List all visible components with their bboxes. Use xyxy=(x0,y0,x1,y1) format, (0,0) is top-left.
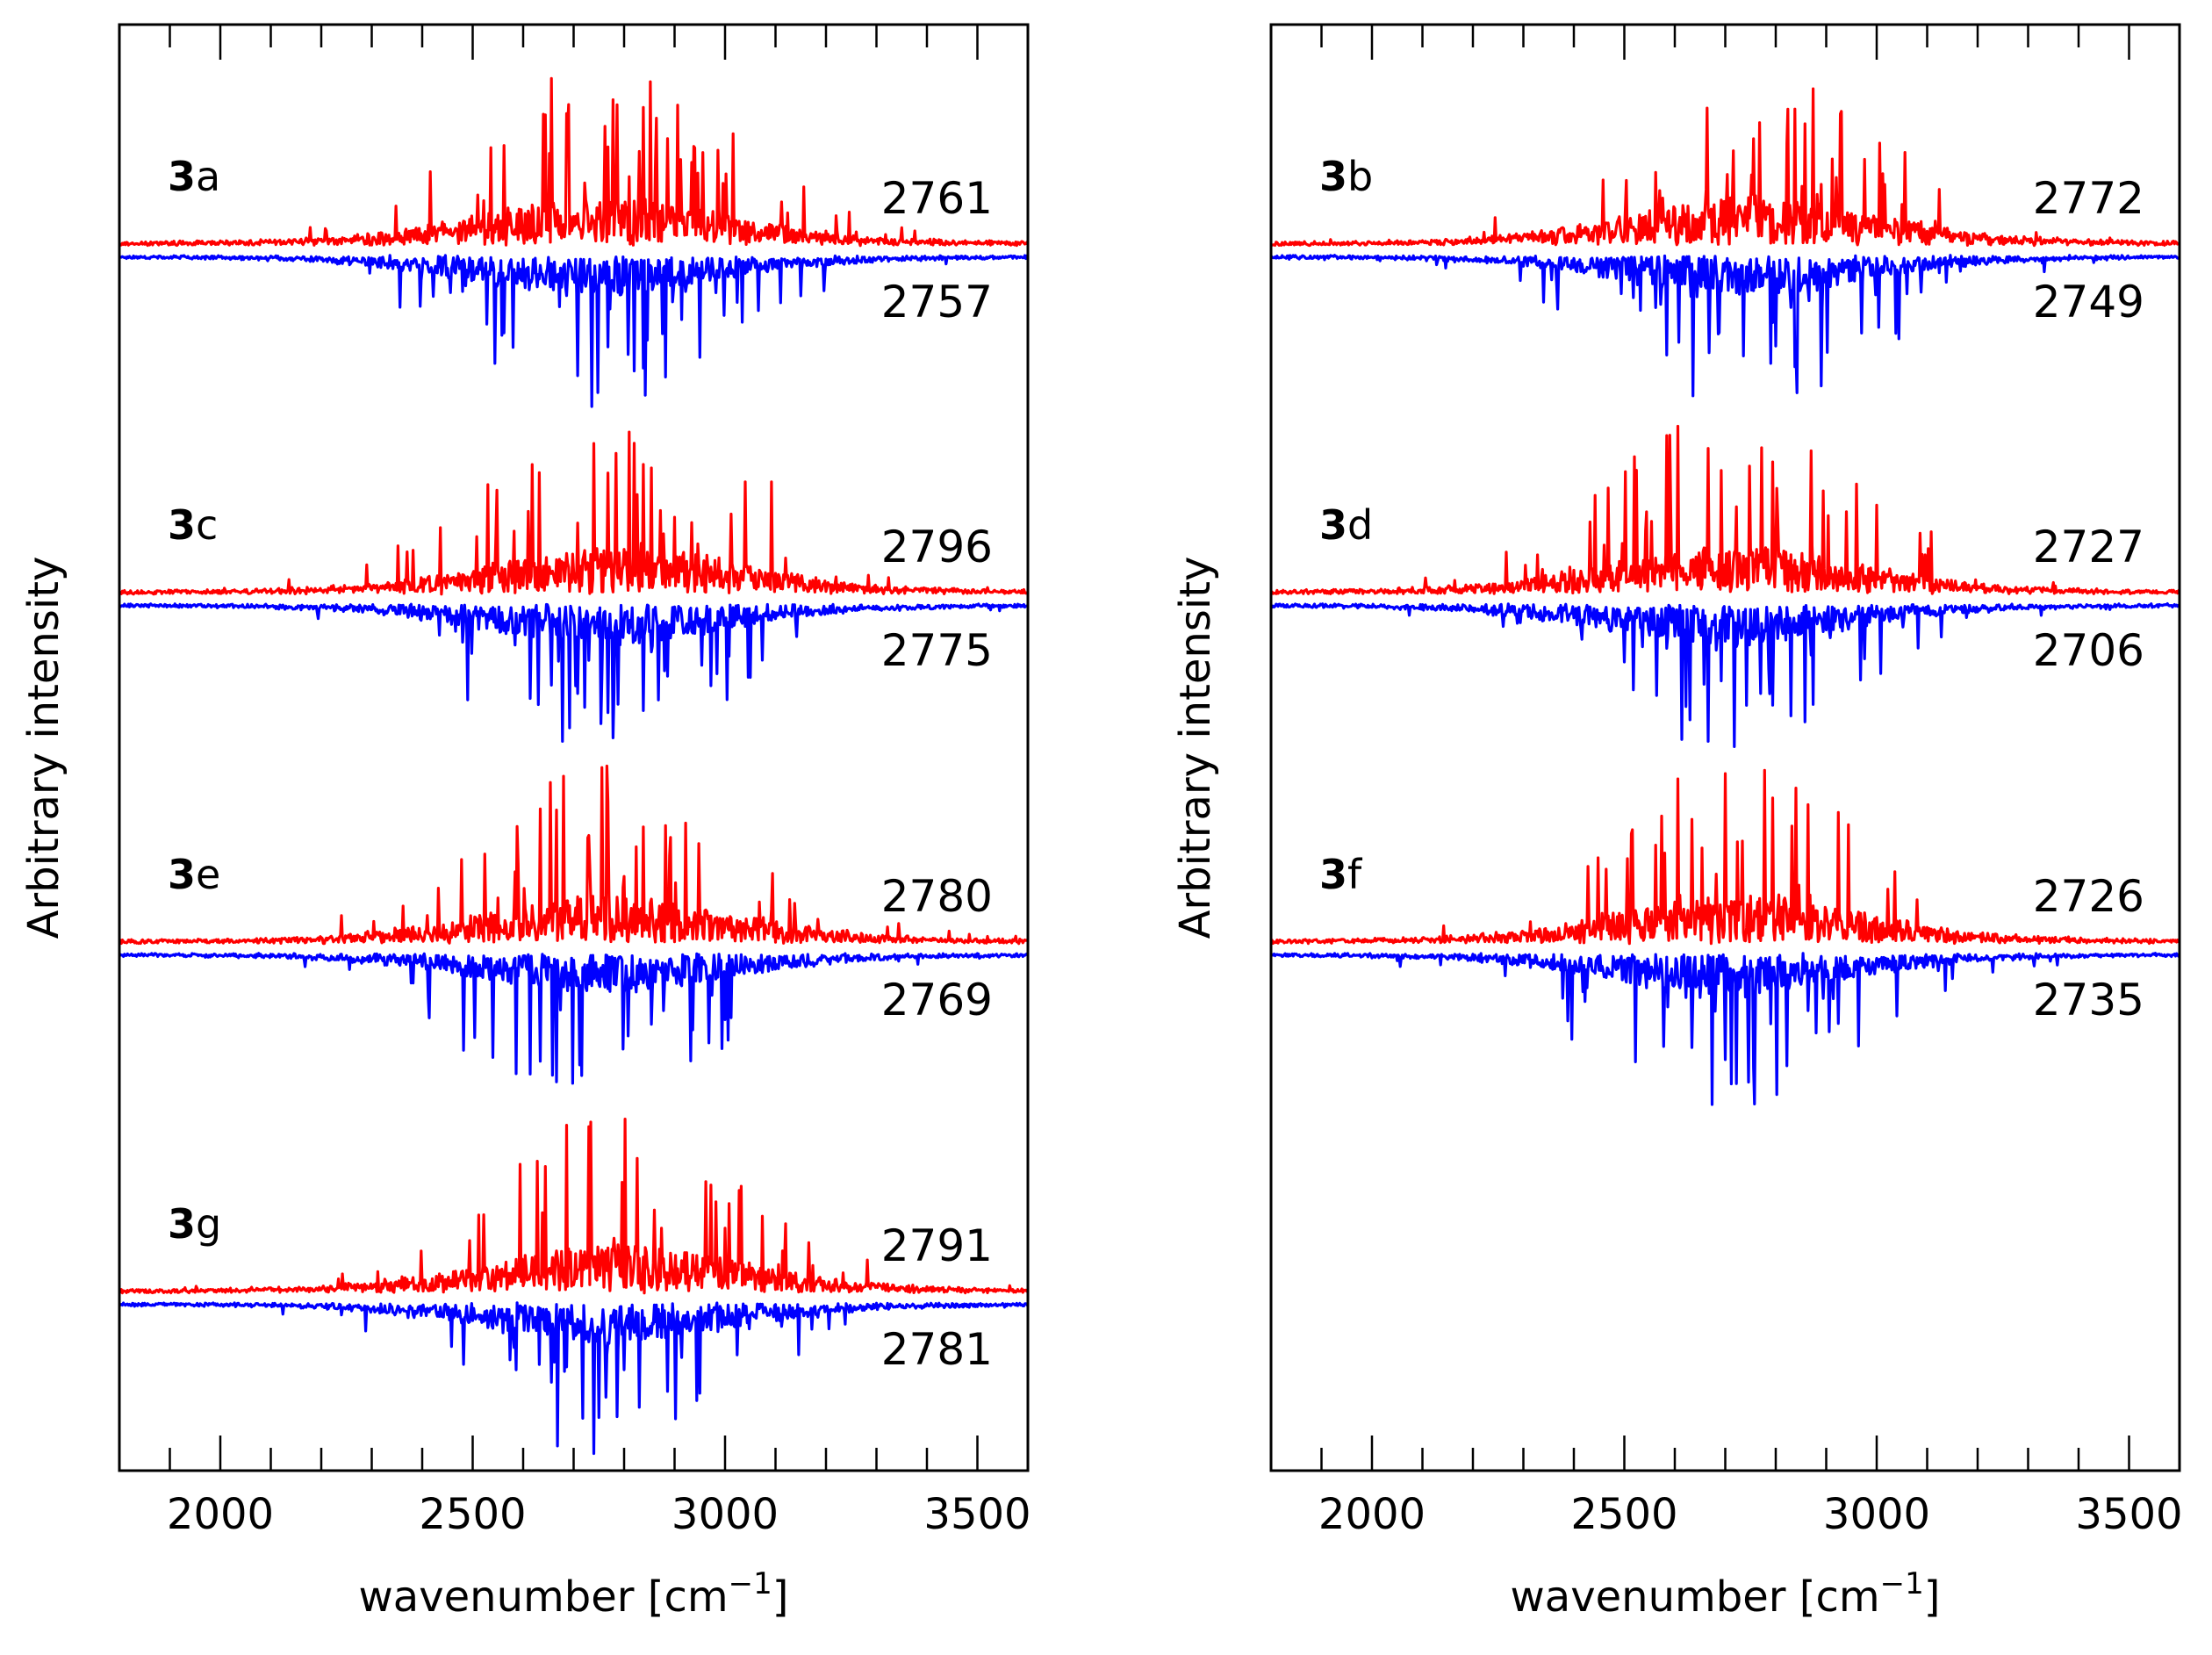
x-axis-title: wavenumber [cm−1] xyxy=(1511,1566,1941,1622)
x-tick-label: 2000 xyxy=(1318,1490,1426,1539)
y-axis-title: Arbitrary intensity xyxy=(1171,557,1220,939)
x-tick-label: 2500 xyxy=(1570,1490,1677,1539)
lower-value-3g: 2781 xyxy=(881,1324,993,1375)
y-axis-title: Arbitrary intensity xyxy=(19,557,68,939)
x-tick-label: 3500 xyxy=(923,1490,1031,1539)
right-panel: 3b 2772 2749 3d 2727 2706 3f 2726 2735 2000 2500 30… xyxy=(1171,23,2183,1622)
upper-value-3c: 2796 xyxy=(881,522,993,572)
x-tick-label: 2500 xyxy=(419,1490,526,1539)
upper-value-3b: 2772 xyxy=(2033,173,2144,224)
upper-value-3f: 2726 xyxy=(2033,871,2144,922)
x-axis-title: wavenumber [cm−1] xyxy=(359,1566,789,1622)
lower-value-3b: 2749 xyxy=(2033,277,2144,327)
upper-value-3g: 2791 xyxy=(881,1220,993,1271)
spectrum-upper-3a xyxy=(118,76,1030,248)
upper-value-3a: 2761 xyxy=(881,173,993,224)
lower-value-3a: 2757 xyxy=(881,277,993,327)
spectrum-upper-3b xyxy=(1270,87,2180,248)
upper-value-3e: 2780 xyxy=(881,871,993,922)
spectrum-lower-3b xyxy=(1269,254,2181,398)
x-tick-label: 3000 xyxy=(672,1490,779,1539)
spectrum-lower-3g xyxy=(118,1301,1030,1456)
trace-label-3d: 3d xyxy=(1319,501,1373,549)
trace-label-3c: 3c xyxy=(168,501,218,549)
upper-value-3d: 2727 xyxy=(2033,522,2144,572)
trace-label-3e: 3e xyxy=(168,851,220,898)
trace-label-3a: 3a xyxy=(168,153,220,200)
lower-value-3f: 2735 xyxy=(2033,975,2144,1025)
spectrum-upper-3d xyxy=(1269,424,2181,595)
x-tick-label: 3000 xyxy=(1823,1490,1930,1539)
spectrum-upper-3f xyxy=(1269,768,2181,946)
trace-label-3f: 3f xyxy=(1319,851,1363,898)
spectrum-upper-3g xyxy=(118,1118,1030,1295)
x-tick-label: 3500 xyxy=(2075,1490,2182,1539)
trace-label-3b: 3b xyxy=(1319,153,1373,200)
lower-value-3c: 2775 xyxy=(881,625,993,676)
spectrum-upper-3c xyxy=(118,430,1029,596)
lower-value-3d: 2706 xyxy=(2033,625,2144,676)
spectrum-lower-3e xyxy=(118,952,1030,1085)
x-tick-label: 2000 xyxy=(167,1490,274,1539)
spectrum-lower-3c xyxy=(118,602,1029,743)
spectrum-lower-3a xyxy=(118,254,1029,408)
lower-value-3e: 2769 xyxy=(881,975,993,1025)
spectrum-upper-3e xyxy=(118,764,1030,946)
spectrum-lower-3d xyxy=(1269,602,2181,748)
spectrum-lower-3f xyxy=(1270,952,2180,1106)
left-panel: 3a 2761 2757 3c 2796 2775 3e 2780 2769 3g 2791 2781… xyxy=(19,23,1031,1622)
trace-label-3g: 3g xyxy=(168,1200,221,1248)
